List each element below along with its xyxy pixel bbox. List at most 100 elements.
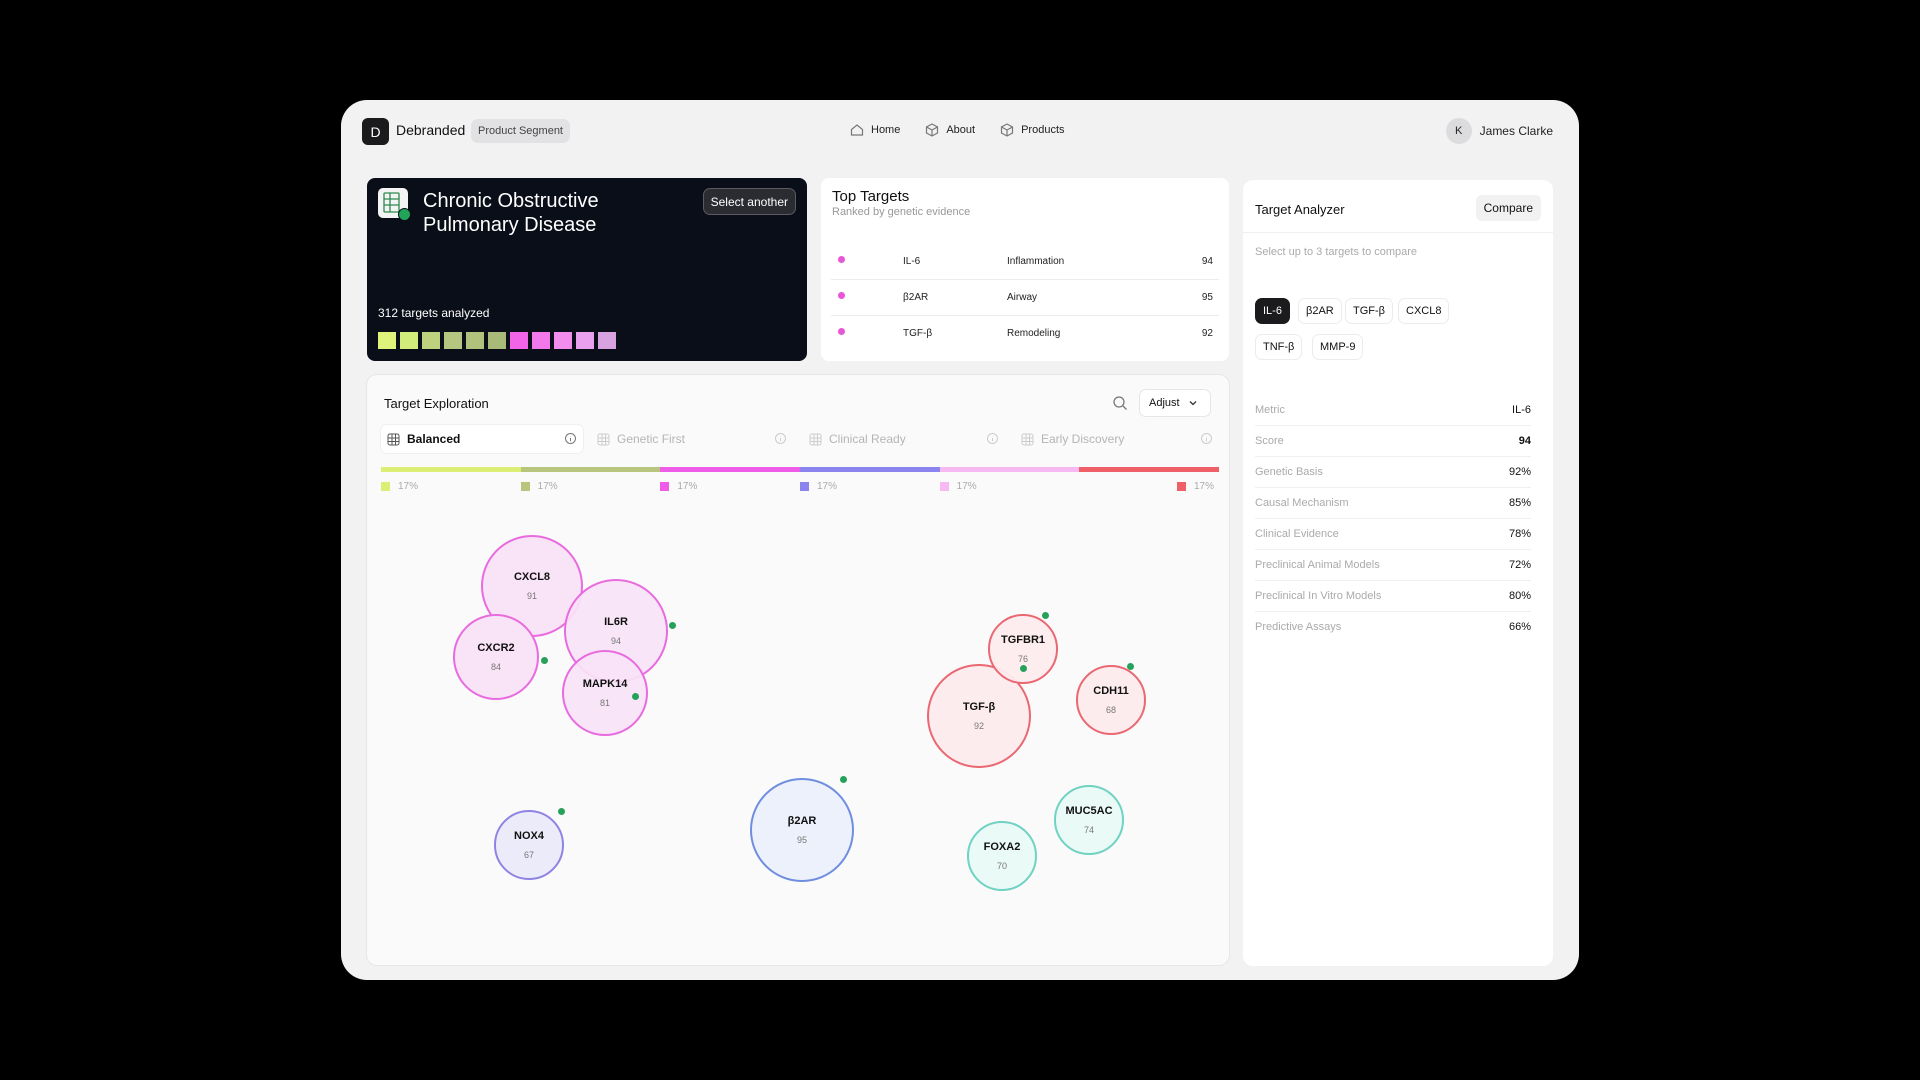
- bubble-nox4[interactable]: NOX4 67: [494, 810, 564, 880]
- table-row[interactable]: TGF-β Remodeling 92: [831, 316, 1219, 352]
- bubble-muc5ac[interactable]: MUC5AC 74: [1054, 785, 1124, 855]
- nav-about-label: About: [946, 124, 976, 136]
- search-button[interactable]: [1109, 392, 1131, 414]
- disease-card: Chronic Obstructive Pulmonary Disease Se…: [367, 178, 807, 361]
- logo[interactable]: D: [362, 118, 389, 145]
- grid-icon: [809, 433, 822, 445]
- main-nav: Home About Products: [849, 122, 1089, 138]
- divider: [1243, 232, 1553, 233]
- nav-home[interactable]: Home: [849, 122, 900, 138]
- bubble-score: 74: [1083, 825, 1094, 835]
- nav-products[interactable]: Products: [999, 122, 1065, 138]
- bubble-tgfbr1[interactable]: TGFBR1 76: [988, 614, 1058, 684]
- grid-icon: [597, 433, 610, 445]
- info-icon[interactable]: [986, 432, 999, 445]
- legend-swatch: [660, 482, 670, 491]
- weight-segment[interactable]: [381, 467, 521, 472]
- tab-early-discovery[interactable]: Early Discovery: [1015, 425, 1219, 453]
- score-swatch: [444, 332, 462, 349]
- info-icon[interactable]: [774, 432, 787, 445]
- bubble-score: 81: [599, 698, 610, 708]
- weight-legend-item: 17%: [660, 481, 697, 492]
- metric-label: Metric: [1255, 404, 1285, 416]
- tab-clinical-ready[interactable]: Clinical Ready: [803, 425, 1005, 453]
- metric-value: 92%: [1508, 466, 1531, 478]
- avatar[interactable]: K: [1445, 118, 1472, 144]
- legend-swatch: [939, 482, 949, 491]
- weight-legend-item: 17%: [520, 481, 558, 492]
- metric-value: 85%: [1508, 497, 1531, 509]
- weight-legend-item: 17%: [1177, 481, 1214, 492]
- bubble-cxcr2[interactable]: CXCR2 84: [453, 614, 539, 700]
- chip-tgf-beta[interactable]: TGF-β: [1345, 298, 1393, 324]
- score-swatch: [422, 332, 440, 349]
- weight-segment[interactable]: [660, 467, 801, 472]
- evidence-dot: [669, 622, 676, 629]
- metric-row: Causal Mechanism 85%: [1255, 488, 1531, 519]
- bubble-foxa2[interactable]: FOXA2 70: [967, 821, 1037, 891]
- bubble-name: CDH11: [1093, 685, 1129, 697]
- chip-b2ar[interactable]: β2AR: [1298, 298, 1342, 324]
- score-swatch: [576, 332, 594, 349]
- bubble-name: MUC5AC: [1065, 805, 1113, 817]
- evidence-dot: [840, 776, 847, 783]
- metric-label: Preclinical In Vitro Models: [1255, 590, 1382, 602]
- grid-icon: [1021, 433, 1034, 445]
- metric-value: 78%: [1508, 528, 1531, 540]
- check-badge-icon: [398, 208, 411, 221]
- metric-label: Causal Mechanism: [1255, 497, 1349, 509]
- legend-pct: 17%: [537, 481, 558, 492]
- nav-products-label: Products: [1021, 124, 1065, 136]
- metric-value: 94: [1518, 435, 1531, 447]
- bubble-mapk14[interactable]: MAPK14 81: [562, 650, 648, 736]
- legend-pct: 17%: [398, 481, 419, 492]
- legend-swatch: [1177, 482, 1186, 491]
- bubble-name: β2AR: [787, 815, 817, 827]
- weight-segment[interactable]: [1079, 467, 1220, 472]
- nav-about[interactable]: About: [924, 122, 975, 138]
- weight-segment[interactable]: [520, 467, 661, 472]
- metric-row: Score 94: [1255, 426, 1531, 457]
- weight-legend-item: 17%: [381, 481, 418, 492]
- select-another-button[interactable]: Select another: [702, 188, 796, 215]
- bubble-cdh11[interactable]: CDH11 68: [1076, 665, 1146, 735]
- info-icon[interactable]: [1200, 432, 1213, 445]
- weight-segment[interactable]: [800, 467, 940, 472]
- compare-button[interactable]: Compare: [1475, 195, 1541, 221]
- weight-segment[interactable]: [939, 467, 1080, 472]
- chip-cxcl8[interactable]: CXCL8: [1398, 298, 1450, 324]
- adjust-dropdown[interactable]: Adjust: [1139, 389, 1211, 417]
- status-dot: [838, 292, 845, 299]
- bubble-name: CXCL8: [513, 571, 551, 583]
- bubble-score: 91: [526, 591, 537, 601]
- table-row[interactable]: β2AR Airway 95: [831, 280, 1219, 316]
- bubble-score: 68: [1105, 705, 1116, 715]
- bubble-b2ar[interactable]: β2AR 95: [750, 778, 854, 882]
- search-icon: [1113, 396, 1127, 410]
- user-menu[interactable]: K James Clarke: [1445, 118, 1553, 144]
- segment-badge[interactable]: Product Segment: [471, 119, 570, 143]
- top-targets-card: Top Targets Ranked by genetic evidence I…: [821, 178, 1229, 361]
- target-score: 94: [1201, 256, 1213, 267]
- table-row[interactable]: IL-6 Inflammation 94: [831, 244, 1219, 280]
- bubble-name: MAPK14: [582, 678, 628, 690]
- tab-genetic-first[interactable]: Genetic First: [591, 425, 793, 453]
- legend-swatch: [800, 482, 809, 491]
- status-dot: [838, 256, 845, 263]
- evidence-dot: [1127, 663, 1134, 670]
- bubble-name: TGF-β: [962, 701, 996, 713]
- tab-balanced[interactable]: Balanced: [381, 425, 583, 453]
- weight-bar[interactable]: [381, 467, 1220, 472]
- disease-title: Chronic Obstructive Pulmonary Disease: [423, 190, 599, 236]
- top-bar: D Debranded Product Segment Home About P…: [341, 100, 1579, 164]
- legend-pct: 17%: [956, 481, 977, 492]
- chip-mmp-9[interactable]: MMP-9: [1312, 334, 1364, 360]
- bubble-name: TGFBR1: [1001, 634, 1045, 646]
- exploration-title: Target Exploration: [384, 396, 489, 411]
- adjust-label: Adjust: [1149, 397, 1180, 409]
- bubble-score: 84: [490, 662, 501, 672]
- chip-il-6[interactable]: IL-6: [1255, 298, 1290, 324]
- chip-tnf-beta[interactable]: TNF-β: [1255, 334, 1303, 360]
- metric-value: 66%: [1508, 621, 1531, 633]
- info-icon[interactable]: [564, 432, 577, 445]
